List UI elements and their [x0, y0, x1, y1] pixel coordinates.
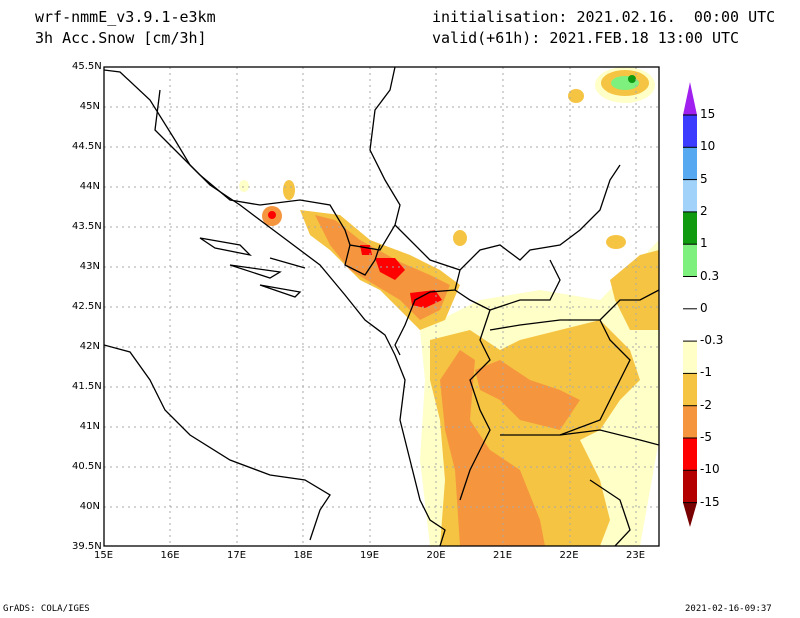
snow-field [239, 67, 659, 546]
colorbar-segment [683, 405, 697, 438]
colorbar-segment [683, 115, 697, 148]
lat-tick-label: 44.5N [72, 141, 102, 152]
colorbar-label: -15 [700, 494, 720, 509]
colorbar-segment [683, 470, 697, 503]
lat-tick-label: 43N [79, 261, 100, 272]
gridlines [104, 67, 659, 546]
colorbar-label: 2 [700, 203, 708, 218]
colorbar-segment [683, 276, 697, 309]
colorbar-label: -2 [700, 397, 712, 412]
lon-tick-label: 21E [493, 550, 513, 561]
colorbar-label: 10 [700, 139, 716, 154]
lon-tick-label: 22E [559, 550, 579, 561]
lon-tick-label: 19E [360, 550, 380, 561]
colorbar-label: 0.3 [700, 268, 720, 283]
lat-tick-label: 40N [79, 501, 100, 512]
lon-tick-label: 16E [160, 550, 180, 561]
colorbar-label: -10 [700, 462, 720, 477]
colorbar-segment [683, 244, 697, 277]
map-frame [103, 66, 660, 547]
footer-left: GrADS: COLA/IGES [3, 604, 90, 614]
valid-time: valid(+61h): 2021.FEB.18 13:00 UTC [432, 29, 740, 47]
colorbar-segment [683, 147, 697, 180]
colorbar-top-arrow [683, 82, 697, 115]
init-time: initialisation: 2021.02.16. 00:00 UTC [432, 8, 776, 26]
coastlines-borders [104, 67, 659, 546]
lat-tick-label: 42N [79, 341, 100, 352]
colorbar-segment [683, 308, 697, 342]
model-name: wrf-nmmE_v3.9.1-e3km [35, 8, 216, 26]
lon-tick-label: 18E [293, 550, 313, 561]
lat-tick-label: 44N [79, 181, 100, 192]
lat-tick-label: 45N [79, 101, 100, 112]
colorbar-label: -1 [700, 365, 712, 380]
lat-tick-label: 45.5N [72, 61, 102, 72]
colorbar-segment [683, 341, 697, 374]
lat-tick-label: 42.5N [72, 301, 102, 312]
variable-title: 3h Acc.Snow [cm/3h] [35, 29, 207, 47]
lat-tick-label: 41.5N [72, 381, 102, 392]
colorbar-label: -0.3 [700, 333, 724, 348]
colorbar-label: 5 [700, 171, 708, 186]
footer-right: 2021-02-16-09:37 [685, 604, 772, 614]
lon-tick-label: 15E [94, 550, 114, 561]
lat-tick-label: 43.5N [72, 221, 102, 232]
colorbar-bottom-arrow [683, 502, 697, 527]
colorbar-label: 1 [700, 236, 708, 251]
lon-tick-label: 17E [227, 550, 247, 561]
colorbar-segment [683, 438, 697, 471]
colorbar [683, 82, 697, 527]
lat-tick-label: 39.5N [72, 541, 102, 552]
colorbar-segment [683, 179, 697, 212]
lat-tick-label: 40.5N [72, 461, 102, 472]
colorbar-segment [683, 211, 697, 245]
colorbar-label: 15 [700, 107, 716, 121]
lat-tick-label: 41N [79, 421, 100, 432]
lon-tick-label: 23E [626, 550, 646, 561]
colorbar-segment [683, 373, 697, 406]
colorbar-label: -5 [700, 430, 712, 444]
lon-tick-label: 20E [426, 550, 446, 561]
colorbar-label: 0 [700, 300, 708, 315]
